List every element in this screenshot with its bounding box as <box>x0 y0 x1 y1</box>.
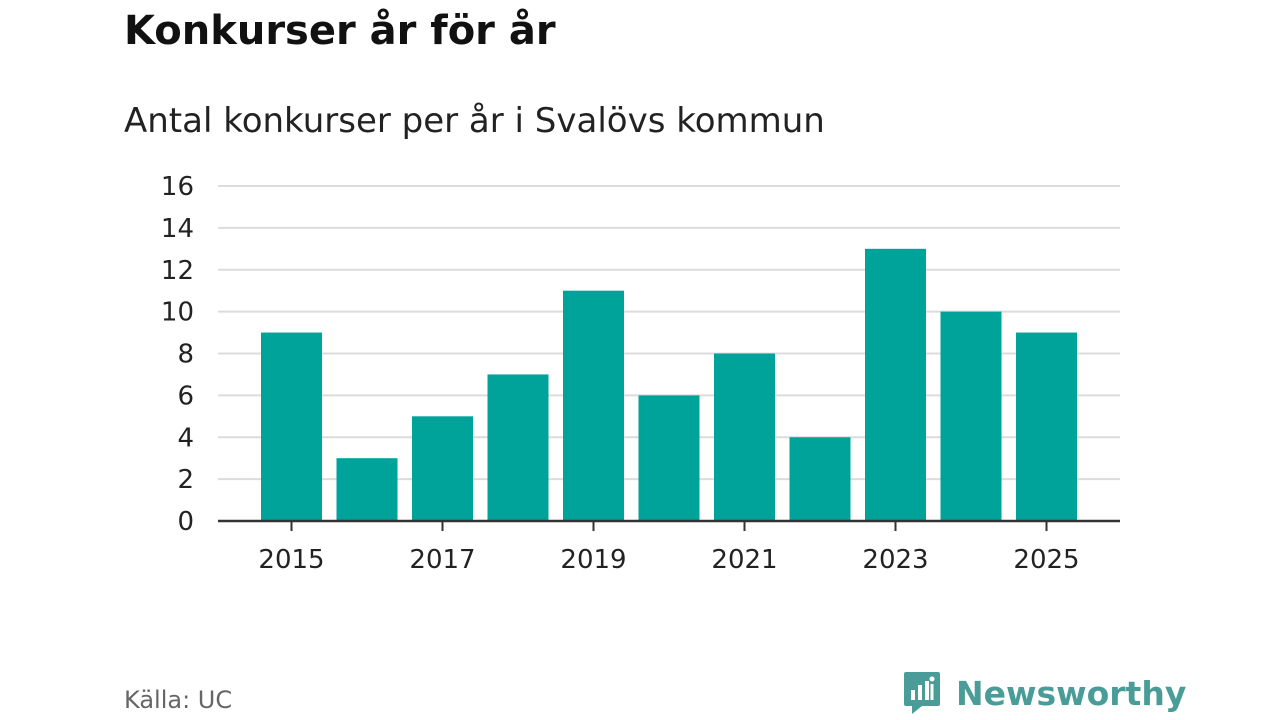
bar-2017 <box>412 416 473 521</box>
x-tick-label: 2021 <box>711 545 777 575</box>
brand-logo: Newsworthy <box>902 670 1186 716</box>
bar-2023 <box>865 248 926 521</box>
x-tick-label: 2017 <box>409 545 475 575</box>
x-tick-label: 2023 <box>862 545 928 575</box>
y-tick-label: 12 <box>161 256 194 286</box>
brand-name: Newsworthy <box>956 673 1187 713</box>
y-tick-label: 2 <box>177 465 194 495</box>
chart-subtitle: Antal konkurser per år i Svalövs kommun <box>124 101 825 141</box>
source-label: Källa: UC <box>124 686 233 714</box>
y-tick-label: 4 <box>177 423 194 453</box>
x-tick-label: 2025 <box>1013 545 1079 575</box>
bar-2024 <box>940 311 1002 521</box>
bar-2018 <box>487 374 549 521</box>
bar-2016 <box>336 458 398 521</box>
chart-title: Konkurser år för år <box>124 8 556 54</box>
y-tick-label: 10 <box>161 298 194 328</box>
bar-2022 <box>789 437 851 521</box>
bar-2019 <box>563 290 624 521</box>
bar-chart-speech-bubble-icon <box>904 672 940 714</box>
x-tick-label: 2019 <box>560 545 626 575</box>
bar-2015 <box>261 332 322 521</box>
bar-2025 <box>1016 332 1077 521</box>
y-tick-label: 16 <box>161 172 194 202</box>
y-tick-label: 14 <box>161 214 194 244</box>
x-tick-label: 2015 <box>258 545 324 575</box>
bar-2021 <box>714 353 775 521</box>
y-tick-label: 6 <box>177 381 194 411</box>
bar-chart: 0 2 4 6 8 10 12 14 16 2015 2017 2019 2021 2023 2025 <box>161 172 1120 575</box>
y-tick-label: 0 <box>177 507 194 537</box>
bar-2020 <box>638 395 700 521</box>
y-tick-label: 8 <box>177 340 194 370</box>
